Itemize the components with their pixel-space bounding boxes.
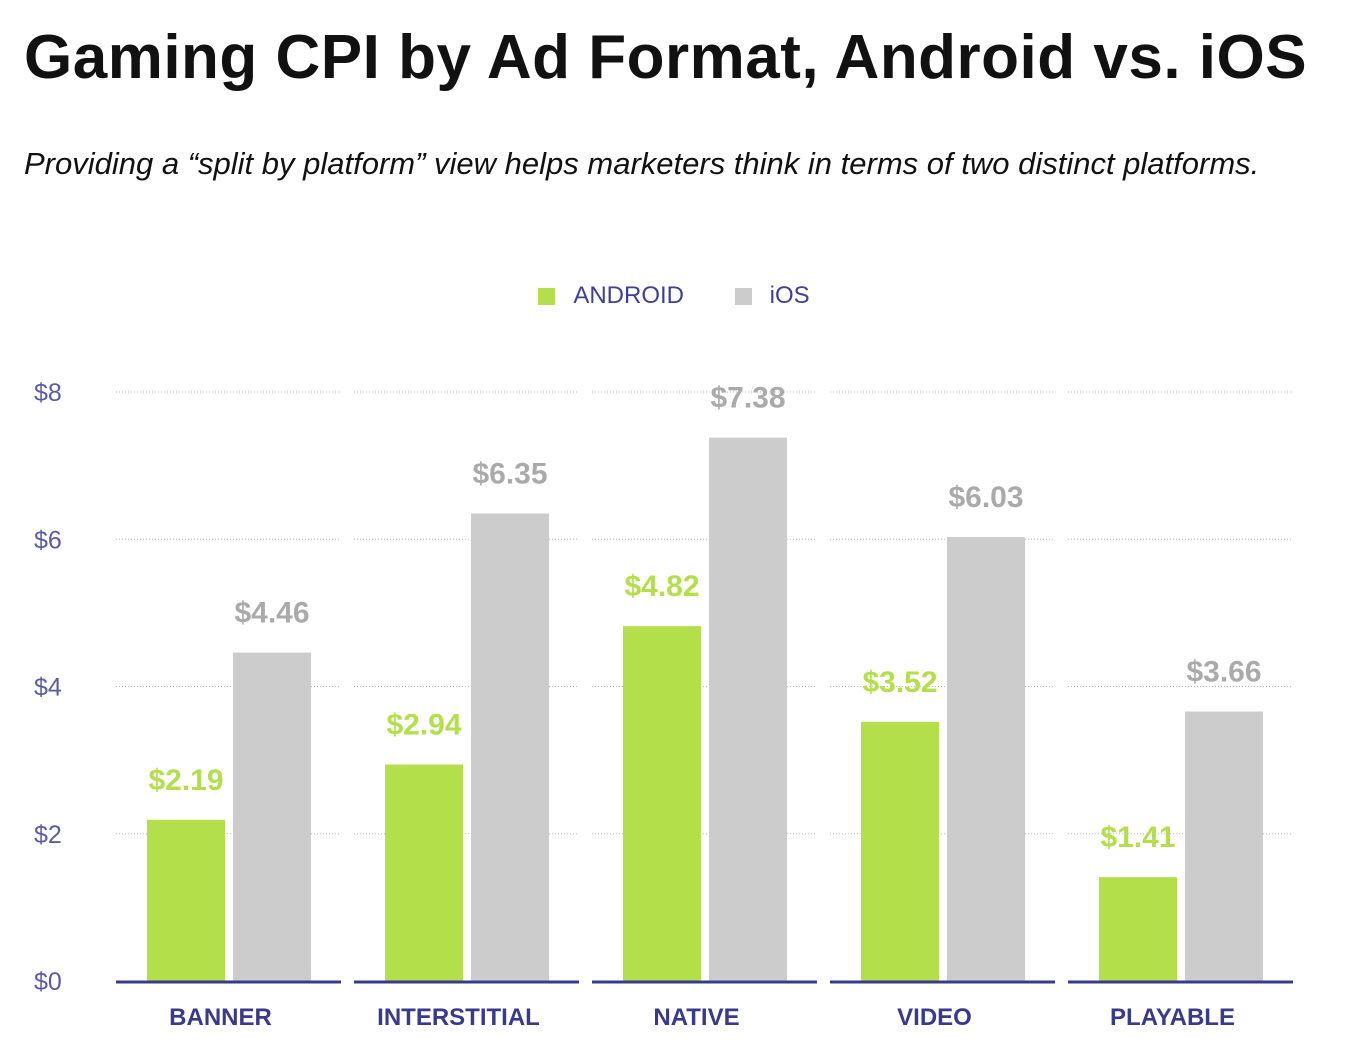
y-tick-label: $4 [34,674,62,702]
data-label-android: $1.41 [1100,821,1175,854]
bar-android [623,626,701,981]
data-label-ios: $3.66 [1186,656,1261,689]
legend-label-ios: iOS [769,282,810,309]
bar-ios [233,652,311,981]
bar-ios [947,537,1025,981]
x-tick-label: PLAYABLE [1110,1004,1235,1031]
chart-subtitle: Providing a “split by platform” view hel… [24,146,1260,181]
x-tick-label: NATIVE [653,1004,739,1031]
data-label-ios: $6.35 [472,457,547,490]
y-tick-label: $6 [34,526,62,554]
bar-android [385,764,463,981]
data-label-android: $2.94 [386,709,461,742]
x-tick-label: BANNER [169,1004,272,1031]
x-tick-label: INTERSTITIAL [377,1004,540,1031]
data-label-android: $2.19 [148,764,223,797]
bar-android [147,819,225,981]
legend-label-android: ANDROID [573,282,684,309]
bar-android [861,721,939,981]
y-tick-label: $0 [34,968,62,996]
data-label-ios: $7.38 [710,382,785,415]
legend-item-ios: iOS [734,282,810,310]
y-tick-label: $8 [34,379,62,407]
x-tick-label: VIDEO [897,1004,972,1031]
bar-ios [709,437,787,982]
bar-ios [1185,711,1263,981]
data-label-android: $4.82 [624,570,699,603]
legend-item-android: ANDROID [538,282,684,310]
legend-swatch-ios [734,287,752,305]
legend-swatch-android [538,287,556,305]
y-tick-label: $2 [34,821,62,849]
legend: ANDROID iOS [0,282,1348,312]
data-label-ios: $6.03 [948,481,1023,514]
bar-ios [471,513,549,981]
data-label-ios: $4.46 [234,597,309,630]
chart-title: Gaming CPI by Ad Format, Android vs. iOS [24,23,1308,92]
data-label-android: $3.52 [862,666,937,699]
bar-android [1099,877,1177,981]
